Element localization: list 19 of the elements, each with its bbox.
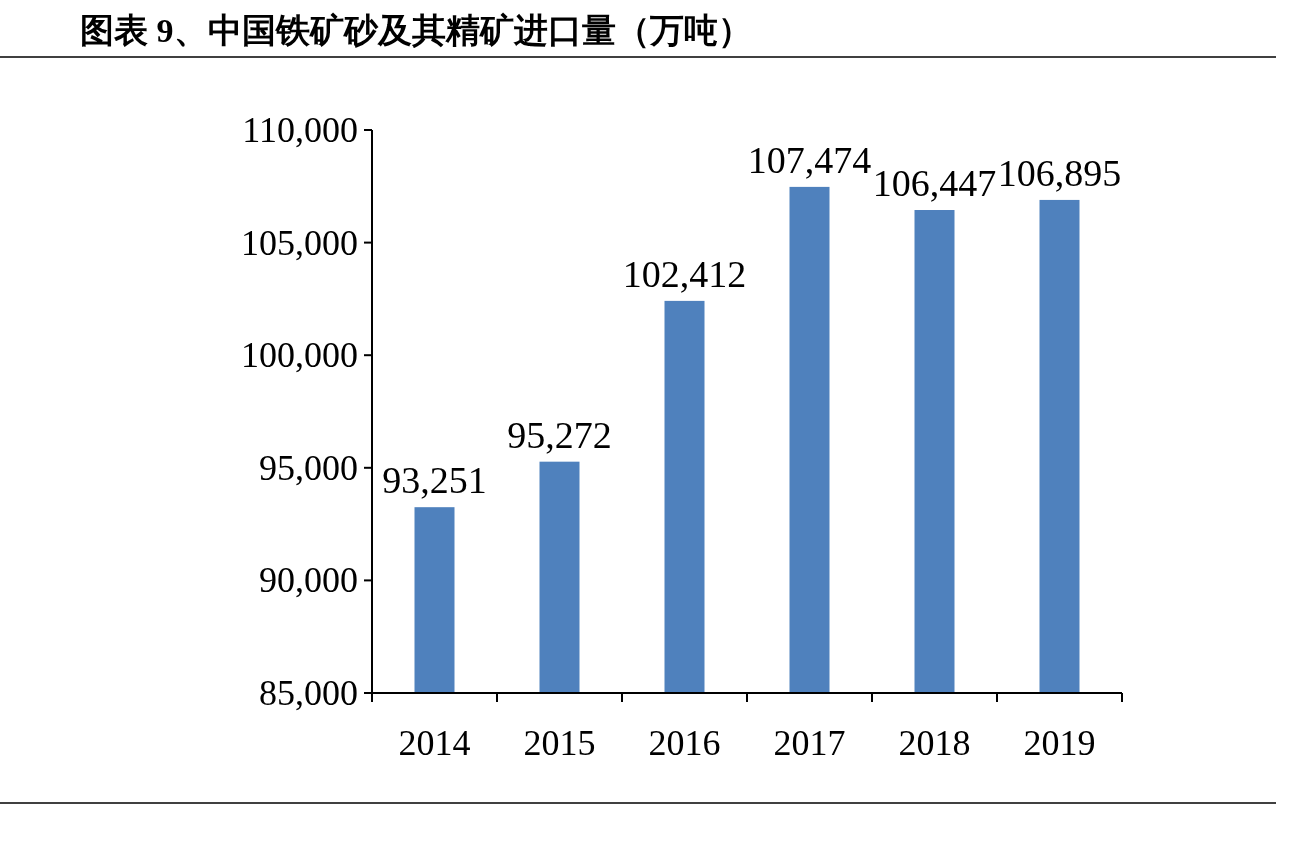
data-label: 102,412 xyxy=(622,252,747,295)
x-tick-label: 2018 xyxy=(898,723,971,763)
title: 图表 9、中国铁矿砂及其精矿进口量（万吨） xyxy=(80,12,752,49)
x-tick-label: 2014 xyxy=(398,723,471,763)
data-label: 106,895 xyxy=(997,151,1122,194)
y-tick-label: 100,000 xyxy=(241,335,358,376)
x-tick-label: 2016 xyxy=(648,723,721,763)
data-label: 107,474 xyxy=(747,138,872,181)
x-tick-label: 2015 xyxy=(523,723,596,763)
data-label: 95,272 xyxy=(507,413,612,456)
x-tick-label: 2017 xyxy=(773,723,846,763)
y-tick-label: 85,000 xyxy=(259,673,358,713)
x-tick-label: 2019 xyxy=(1023,723,1096,763)
y-tick-label: 90,000 xyxy=(259,560,358,601)
y-tick-label: 95,000 xyxy=(259,447,358,488)
y-tick-label: 105,000 xyxy=(241,222,358,263)
y-tick-label: 110,000 xyxy=(242,110,358,150)
data-label: 93,251 xyxy=(382,459,487,502)
data-label: 106,447 xyxy=(872,162,997,205)
